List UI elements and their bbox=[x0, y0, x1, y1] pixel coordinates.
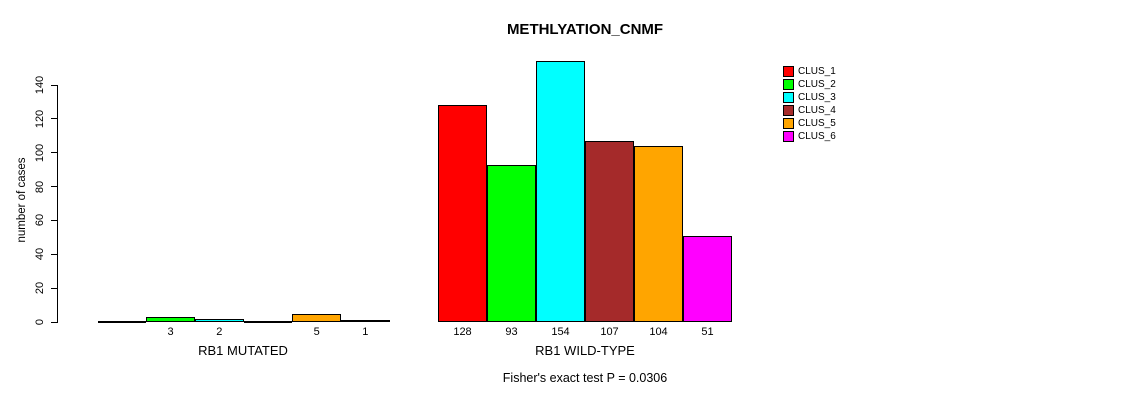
legend-swatch-clus_5 bbox=[783, 117, 794, 129]
bar-value-label: 154 bbox=[551, 326, 570, 338]
legend-item-clus_3: CLUS_3 bbox=[783, 91, 836, 104]
bar-value-label: 104 bbox=[649, 326, 668, 338]
bar-value-label: 3 bbox=[167, 326, 174, 338]
legend-label: CLUS_5 bbox=[798, 117, 836, 129]
bar-value-label: 51 bbox=[701, 326, 714, 338]
bar-clus_3-mutated bbox=[194, 318, 244, 322]
y-axis-tick bbox=[51, 321, 58, 323]
y-axis-tick bbox=[51, 186, 58, 188]
y-axis-tick bbox=[51, 152, 58, 154]
legend-swatch-clus_4 bbox=[783, 104, 794, 116]
y-axis-tick bbox=[51, 219, 58, 221]
bar-clus_1-zero bbox=[97, 321, 147, 323]
y-tick-label: 40 bbox=[34, 248, 46, 261]
bar-value-label: 5 bbox=[313, 326, 320, 338]
bar-clus_2-mutated bbox=[146, 316, 195, 322]
y-axis-line bbox=[57, 85, 58, 323]
legend-swatch-clus_1 bbox=[783, 65, 794, 77]
legend-item-clus_5: CLUS_5 bbox=[783, 117, 836, 130]
chart-title: METHLYATION_CNMF bbox=[506, 21, 664, 38]
bar-value-label: 107 bbox=[600, 326, 619, 338]
y-tick-label: 120 bbox=[34, 109, 46, 129]
x-axis-group-label-wild-type: RB1 WILD-TYPE bbox=[535, 343, 635, 358]
y-tick-label: 0 bbox=[34, 318, 46, 326]
legend-item-clus_2: CLUS_2 bbox=[783, 78, 836, 91]
bar-clus_4-wild-type bbox=[585, 140, 634, 322]
bar-clus_4-zero bbox=[243, 321, 293, 323]
y-tick-label: 80 bbox=[34, 180, 46, 193]
legend-item-clus_6: CLUS_6 bbox=[783, 130, 836, 143]
bar-clus_2-wild-type bbox=[487, 164, 536, 322]
bar-clus_6-wild-type bbox=[683, 235, 732, 322]
legend-swatch-clus_2 bbox=[783, 78, 794, 90]
bar-clus_5-mutated bbox=[292, 313, 341, 322]
y-axis-tick bbox=[51, 84, 58, 86]
y-axis-tick bbox=[51, 287, 58, 289]
legend-label: CLUS_3 bbox=[798, 91, 836, 103]
bar-clus_6-mutated bbox=[341, 320, 390, 323]
legend-swatch-clus_6 bbox=[783, 130, 794, 142]
y-axis-label: number of cases bbox=[16, 157, 28, 243]
bar-clus_1-wild-type bbox=[438, 105, 487, 322]
legend-item-clus_4: CLUS_4 bbox=[783, 104, 836, 117]
y-axis-tick bbox=[51, 253, 58, 255]
bar-value-label: 1 bbox=[362, 326, 369, 338]
legend-swatch-clus_3 bbox=[783, 91, 794, 103]
legend-item-clus_1: CLUS_1 bbox=[783, 65, 836, 78]
y-tick-label: 100 bbox=[34, 143, 46, 162]
y-tick-label: 60 bbox=[34, 214, 46, 227]
bar-value-label: 128 bbox=[453, 326, 472, 338]
bar-clus_3-wild-type bbox=[536, 61, 585, 322]
legend-label: CLUS_1 bbox=[798, 65, 836, 77]
legend-label: CLUS_4 bbox=[798, 104, 836, 116]
y-tick-label: 140 bbox=[34, 75, 46, 95]
y-axis-tick bbox=[51, 118, 58, 120]
legend-label: CLUS_6 bbox=[798, 130, 836, 142]
bar-clus_5-wild-type bbox=[634, 145, 683, 322]
x-axis-group-label-mutated: RB1 MUTATED bbox=[198, 343, 288, 358]
stat-annotation: Fisher's exact test P = 0.0306 bbox=[502, 371, 668, 385]
y-tick-label: 20 bbox=[34, 282, 46, 295]
bar-value-label: 93 bbox=[505, 326, 518, 338]
legend-label: CLUS_2 bbox=[798, 78, 836, 90]
bar-value-label: 2 bbox=[216, 326, 223, 338]
